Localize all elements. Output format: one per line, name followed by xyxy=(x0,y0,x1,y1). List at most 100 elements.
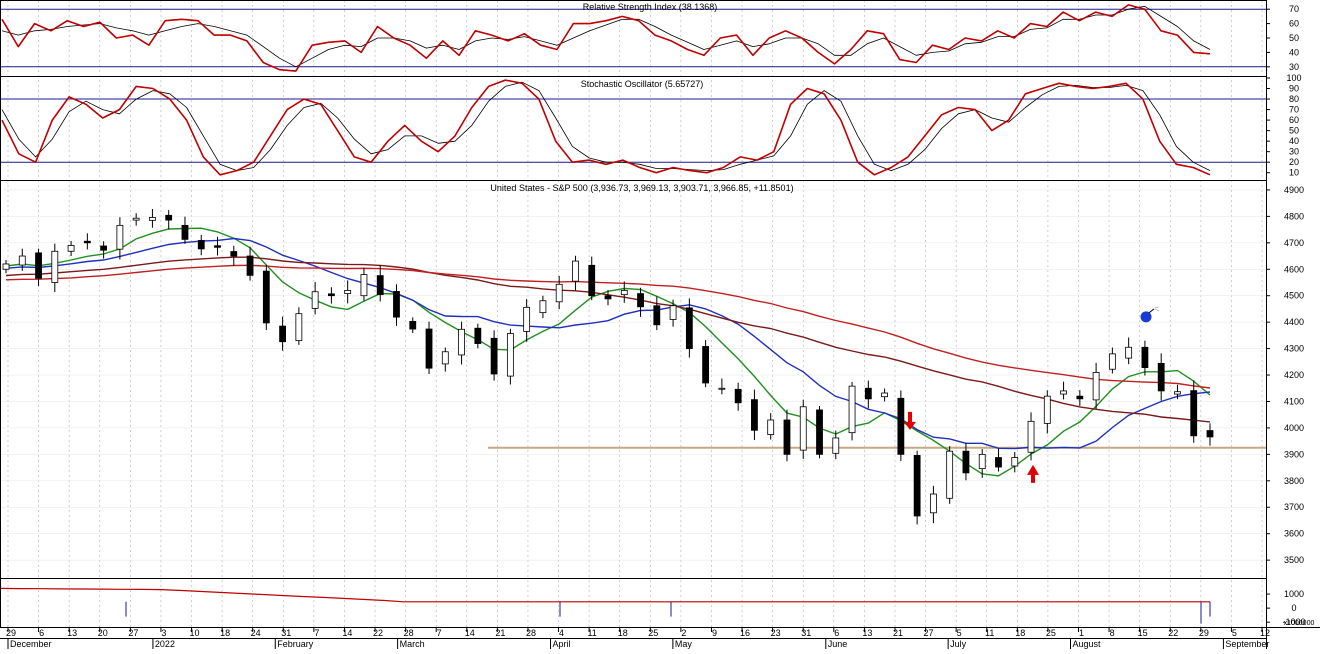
y-tick-label: 100 xyxy=(1286,73,1301,83)
x-tick-label: 7 xyxy=(437,628,442,638)
candle-body xyxy=(978,453,986,470)
x-tick-label: 22 xyxy=(373,628,383,638)
candle-body xyxy=(262,270,270,324)
candle-body xyxy=(1011,457,1019,467)
x-tick-label: 5 xyxy=(1232,628,1237,638)
x-tick-label: 25 xyxy=(648,628,658,638)
candle-body xyxy=(1076,395,1084,400)
x-tick-label: 6 xyxy=(834,628,839,638)
y-tick-label: 4700 xyxy=(1284,238,1304,248)
y-tick-label: 4600 xyxy=(1284,264,1304,274)
month-label: March xyxy=(400,639,425,649)
candle-body xyxy=(474,327,482,344)
candle-body xyxy=(1060,390,1067,395)
candle-body xyxy=(832,437,840,454)
candle-body xyxy=(1206,430,1214,438)
month-label: August xyxy=(1072,639,1101,649)
candle-body xyxy=(311,291,319,309)
candle-body xyxy=(35,252,42,279)
x-tick-label: 3 xyxy=(161,628,166,638)
candle-body xyxy=(230,251,238,257)
x-tick-label: 21 xyxy=(893,628,903,638)
candle-body xyxy=(1141,346,1149,369)
x-tick-label: 15 xyxy=(1138,628,1148,638)
y-tick-label: 4400 xyxy=(1284,317,1304,327)
x-tick-label: 16 xyxy=(740,628,750,638)
rsi-title: Relative Strength Index (38.1368) xyxy=(583,2,718,12)
y-tick-label: 4800 xyxy=(1284,211,1304,221)
stochastic-title: Stochastic Oscillator (5.65727) xyxy=(581,79,704,89)
candle-body xyxy=(685,307,693,349)
candle-body xyxy=(116,224,124,250)
candle-body xyxy=(539,300,547,314)
y-tick-label: 60 xyxy=(1289,19,1299,29)
candle-body xyxy=(490,337,498,375)
candle-body xyxy=(149,217,156,221)
candle-body xyxy=(913,455,921,517)
y-tick-label: 0 xyxy=(1291,603,1296,613)
month-label: May xyxy=(675,639,693,649)
y-tick-label: 80 xyxy=(1289,94,1299,104)
x-tick-label: 8 xyxy=(1110,628,1115,638)
x-tick-label: 10 xyxy=(190,628,200,638)
x-tick-label: 11 xyxy=(587,628,596,638)
x-tick-label: 24 xyxy=(251,628,261,638)
x-tick-label: 27 xyxy=(128,628,138,638)
candle-body xyxy=(506,333,514,377)
candle-body xyxy=(523,306,531,332)
stochastic-k-line xyxy=(1,79,1211,176)
y-tick-label: 10 xyxy=(1289,168,1299,178)
candle-body xyxy=(1108,353,1116,370)
candle-body xyxy=(799,406,807,451)
candle-body xyxy=(1190,390,1198,437)
x-tick-label: 28 xyxy=(404,628,414,638)
x-tick-label: 21 xyxy=(495,628,505,638)
candle-body xyxy=(767,419,775,435)
candle-body xyxy=(214,245,221,248)
candle-body xyxy=(848,385,856,434)
y-tick-label: 3500 xyxy=(1284,555,1304,565)
candle-body xyxy=(246,255,254,276)
y-tick-label: 40 xyxy=(1289,47,1299,57)
y-tick-label: 1000 xyxy=(1284,589,1304,599)
x-tick-label: 7 xyxy=(314,628,319,638)
x-tick-label: 29 xyxy=(1199,628,1209,638)
y-tick-label: 4000 xyxy=(1284,423,1304,433)
pane-frame xyxy=(0,180,1267,579)
candle-body xyxy=(441,351,449,365)
y-tick-label: 4500 xyxy=(1284,291,1304,301)
x-tick-label: 4 xyxy=(559,628,564,638)
y-tick-label: 50 xyxy=(1289,33,1299,43)
pane-frame xyxy=(0,578,1267,628)
bomb-spark xyxy=(1154,308,1160,312)
x-tick-label: 18 xyxy=(618,628,628,638)
x-tick-label: 18 xyxy=(220,628,230,638)
x-tick-label: 14 xyxy=(465,628,475,638)
candle-body xyxy=(360,274,368,297)
x-tick-label: 1 xyxy=(1079,628,1084,638)
y-tick-label: 3900 xyxy=(1284,449,1304,459)
y-tick-label: 4900 xyxy=(1284,185,1304,195)
candle-body xyxy=(897,397,905,455)
y-tick-label: 70 xyxy=(1289,105,1299,115)
candle-body xyxy=(458,328,465,356)
x-tick-label: 18 xyxy=(1015,628,1025,638)
x-tick-label: 5 xyxy=(957,628,962,638)
candle-body xyxy=(295,313,303,342)
candle-body xyxy=(637,293,644,308)
candle-body xyxy=(572,260,579,282)
candle-body xyxy=(2,263,10,270)
x-tick-label: 31 xyxy=(281,628,291,638)
month-label: September xyxy=(1225,639,1269,649)
x-tick-label: 13 xyxy=(862,628,872,638)
candle-body xyxy=(376,275,384,296)
x-tick-label: 13 xyxy=(67,628,77,638)
candle-body xyxy=(1125,346,1133,359)
candle-body xyxy=(620,290,628,296)
y-tick-label: 20 xyxy=(1289,157,1299,167)
volume-line xyxy=(0,587,1210,603)
candle-body xyxy=(1027,420,1035,453)
volume-unit-label: x1000000 xyxy=(1284,620,1315,627)
y-tick-label: 3700 xyxy=(1284,502,1304,512)
